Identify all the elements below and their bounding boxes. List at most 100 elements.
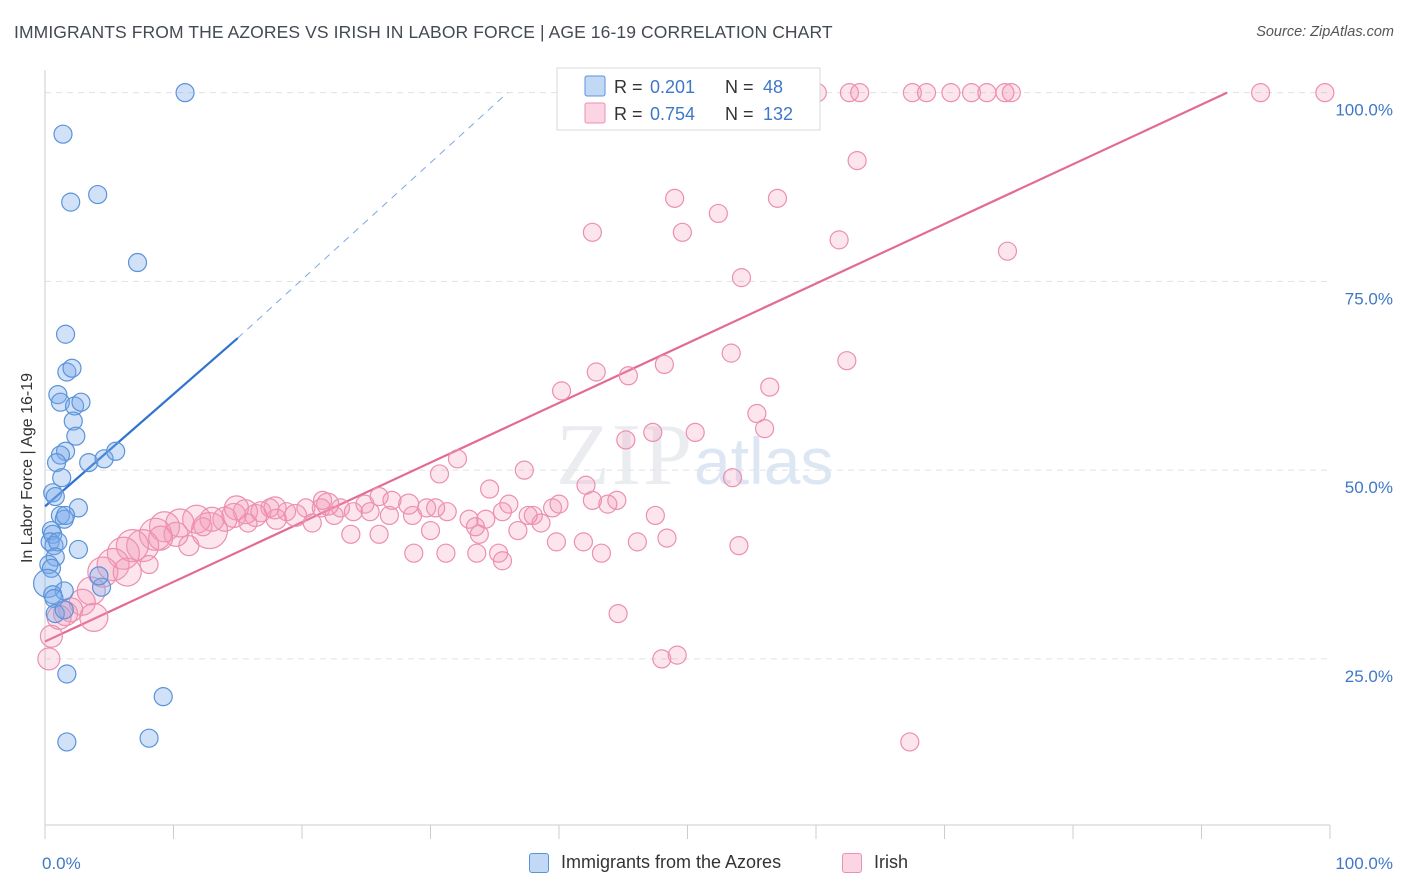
azores-point [48,385,68,405]
legend-n-value-azores: 48 [763,77,783,97]
chart-title: IMMIGRANTS FROM THE AZORES VS IRISH IN L… [14,22,833,42]
legend-item-irish[interactable]: Irish [842,852,908,873]
irish-point [721,343,741,363]
y-tick-label: 25.0% [1345,667,1393,686]
irish-point [549,494,569,514]
watermark: ZIPatlas [556,405,833,506]
y-tick-label: 75.0% [1345,289,1393,308]
legend-n-label: N = [725,77,754,97]
azores-point [45,486,65,507]
legend-item-azores[interactable]: Immigrants from the Azores [529,852,781,873]
irish-point [76,576,106,606]
irish-point [324,505,344,526]
irish-point [598,494,618,514]
azores-point [71,392,91,412]
irish-point [398,493,420,515]
azores-point [88,184,108,205]
azores-point [153,687,173,707]
irish-point [665,188,685,208]
irish-point [79,602,109,632]
irish-point [731,268,752,288]
legend-swatch-azores [529,852,549,873]
irish-point [997,241,1018,261]
azores-point [55,505,76,526]
irish-point [754,419,775,439]
irish-point [106,536,140,570]
legend-r-label: R = [614,77,643,97]
irish-trend-line [44,91,1228,643]
irish-point [1315,83,1335,103]
irish-point [163,521,189,547]
azores-point [68,539,89,560]
irish-point [459,509,479,529]
irish-point [995,83,1015,103]
irish-point [977,83,997,103]
legend-r-value-irish: 0.754 [650,104,695,124]
irish-point [708,203,728,224]
grid-lines [45,92,1330,660]
irish-point [654,354,674,375]
legend-swatch-azores [584,75,606,97]
azores-trend-line [44,337,239,508]
irish-point [341,524,361,544]
irish-point [518,505,538,526]
irish-point [1001,83,1021,103]
irish-point [492,502,513,522]
irish-point [139,554,159,575]
irish-point [369,524,389,544]
legend-frame [556,67,821,131]
bottom-legend: Immigrants from the Azores Irish [0,852,1406,878]
irish-point [96,547,130,582]
azores-point [139,728,159,748]
irish-point [729,536,749,556]
azores-point [62,358,82,378]
irish-point [847,151,867,171]
axes [44,70,1331,839]
irish-point [37,647,61,671]
irish-point [760,377,780,397]
irish-point [87,556,119,588]
irish-point [573,532,594,552]
irish-point [467,543,487,563]
irish-point [436,543,456,563]
irish-point [586,362,606,382]
legend-box: R = 0.201 N = 48 R = 0.754 N = 132 [556,67,821,131]
irish-point [52,600,79,627]
irish-point [148,525,174,551]
irish-point [850,83,870,103]
azores-point [52,468,72,488]
irish-point [379,505,399,526]
x-tick-label: 100.0% [1335,854,1393,873]
irish-point [447,449,468,469]
azores-point [89,566,109,586]
irish-point [492,551,513,571]
legend-n-value-irish: 132 [763,104,793,124]
irish-point [193,517,213,537]
azores-points [32,83,195,752]
azores-point [54,600,74,620]
azores-point [57,664,77,684]
azores-point [57,732,77,752]
azores-point [57,362,77,382]
azores-point [63,411,83,431]
azores-point [55,324,76,344]
legend-label-irish: Irish [874,852,909,872]
irish-point [437,502,457,522]
irish-point [283,503,308,528]
irish-points [37,83,1335,752]
irish-point [429,464,450,484]
irish-point [190,511,229,550]
legend-r-value-azores: 0.201 [650,77,695,97]
irish-point [499,494,519,514]
irish-point [941,83,961,103]
irish-point [608,603,628,624]
irish-point [672,222,692,242]
irish-point [685,422,705,442]
irish-point [747,403,767,424]
irish-point [551,381,572,401]
irish-point [582,222,603,242]
irish-point [618,366,638,386]
irish-point [312,490,333,510]
irish-point [382,490,402,510]
